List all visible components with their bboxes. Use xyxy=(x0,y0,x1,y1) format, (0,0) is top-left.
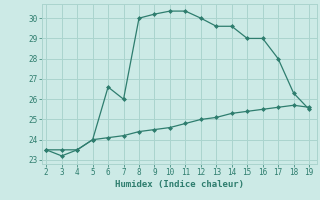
X-axis label: Humidex (Indice chaleur): Humidex (Indice chaleur) xyxy=(115,180,244,189)
